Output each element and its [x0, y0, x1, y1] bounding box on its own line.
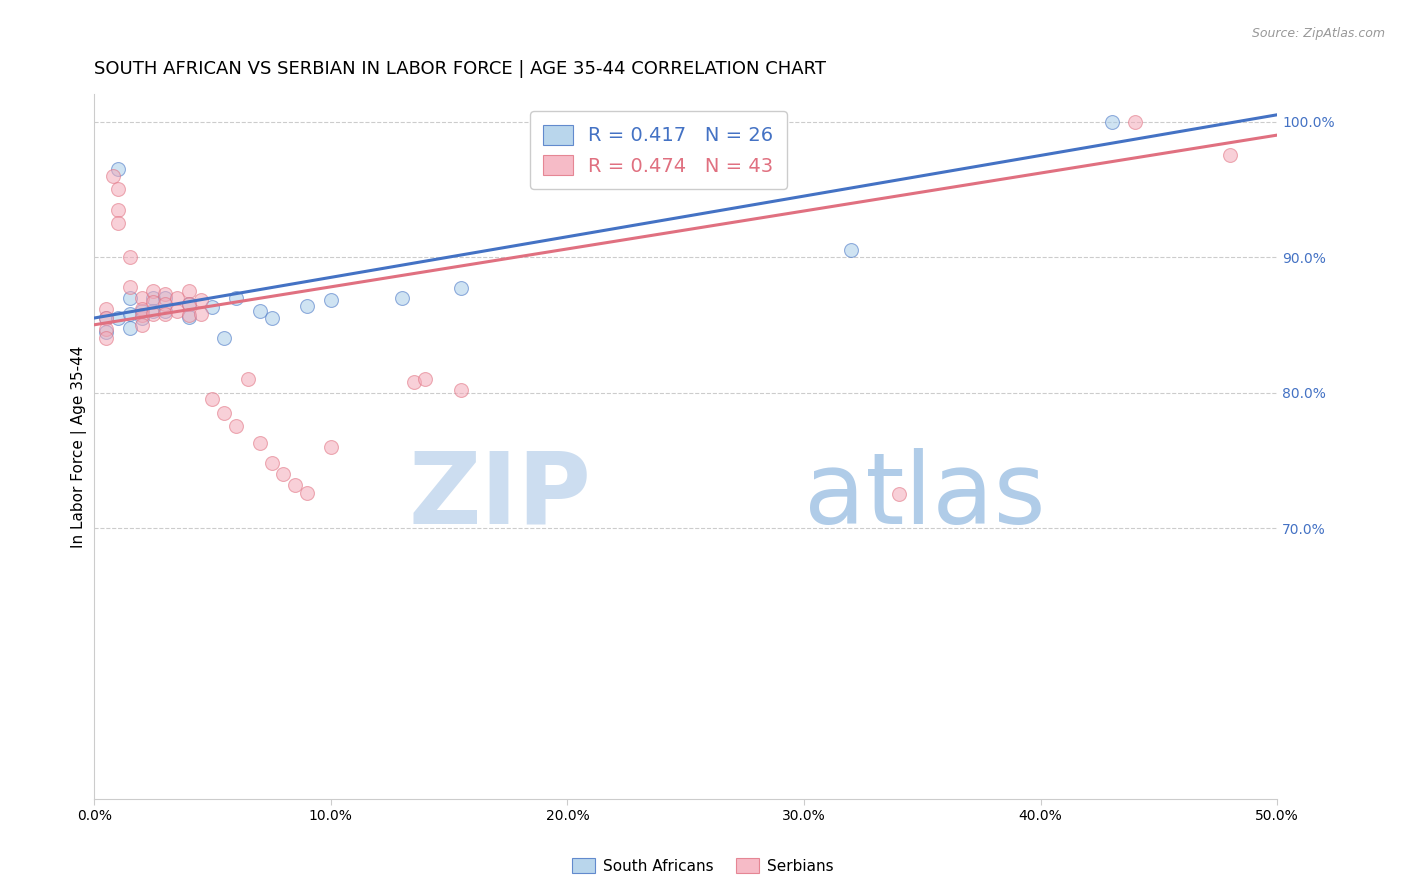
Point	[841, 244, 863, 258]
Point	[118, 250, 141, 264]
Point	[142, 291, 165, 305]
Point	[107, 216, 129, 230]
Point	[153, 307, 176, 321]
Point	[118, 291, 141, 305]
Point	[107, 182, 129, 196]
Point	[153, 291, 176, 305]
Point	[142, 284, 165, 298]
Point	[177, 310, 200, 324]
Point	[107, 202, 129, 217]
Point	[402, 375, 425, 389]
Point	[118, 320, 141, 334]
Point	[142, 304, 165, 318]
Point	[166, 291, 188, 305]
Point	[94, 311, 117, 326]
Point	[225, 419, 247, 434]
Point	[107, 311, 129, 326]
Point	[177, 308, 200, 322]
Point	[214, 331, 236, 345]
Point	[101, 169, 124, 183]
Point	[131, 304, 153, 318]
Point	[153, 304, 176, 318]
Point	[94, 301, 117, 316]
Point	[190, 293, 212, 308]
Point	[391, 291, 413, 305]
Text: atlas: atlas	[804, 448, 1046, 545]
Point	[177, 297, 200, 311]
Point	[201, 392, 224, 407]
Point	[131, 301, 153, 316]
Point	[319, 293, 342, 308]
Point	[1219, 148, 1241, 162]
Point	[177, 297, 200, 311]
Text: ZIP: ZIP	[408, 448, 591, 545]
Point	[249, 435, 271, 450]
Point	[131, 308, 153, 322]
Point	[225, 291, 247, 305]
Point	[118, 280, 141, 294]
Y-axis label: In Labor Force | Age 35-44: In Labor Force | Age 35-44	[72, 345, 87, 548]
Point	[153, 286, 176, 301]
Point	[107, 161, 129, 176]
Point	[295, 485, 318, 500]
Point	[450, 383, 472, 397]
Point	[260, 456, 283, 470]
Point	[249, 304, 271, 318]
Point	[190, 307, 212, 321]
Point	[94, 325, 117, 339]
Point	[450, 281, 472, 295]
Point	[273, 467, 295, 481]
Point	[131, 318, 153, 332]
Point	[131, 291, 153, 305]
Point	[260, 311, 283, 326]
Point	[295, 299, 318, 313]
Point	[319, 440, 342, 454]
Point	[166, 304, 188, 318]
Point	[142, 294, 165, 309]
Point	[201, 300, 224, 314]
Point	[131, 311, 153, 326]
Point	[177, 284, 200, 298]
Text: Source: ZipAtlas.com: Source: ZipAtlas.com	[1251, 27, 1385, 40]
Point	[118, 307, 141, 321]
Point	[284, 477, 307, 491]
Point	[236, 372, 259, 386]
Point	[887, 487, 910, 501]
Point	[153, 297, 176, 311]
Point	[94, 331, 117, 345]
Point	[94, 322, 117, 336]
Legend: South Africans, Serbians: South Africans, Serbians	[567, 852, 839, 880]
Point	[214, 406, 236, 420]
Point	[142, 307, 165, 321]
Legend: R = 0.417   N = 26, R = 0.474   N = 43: R = 0.417 N = 26, R = 0.474 N = 43	[530, 112, 787, 189]
Point	[415, 372, 437, 386]
Text: SOUTH AFRICAN VS SERBIAN IN LABOR FORCE | AGE 35-44 CORRELATION CHART: SOUTH AFRICAN VS SERBIAN IN LABOR FORCE …	[94, 60, 827, 78]
Point	[1123, 114, 1146, 128]
Point	[94, 311, 117, 326]
Point	[1101, 114, 1123, 128]
